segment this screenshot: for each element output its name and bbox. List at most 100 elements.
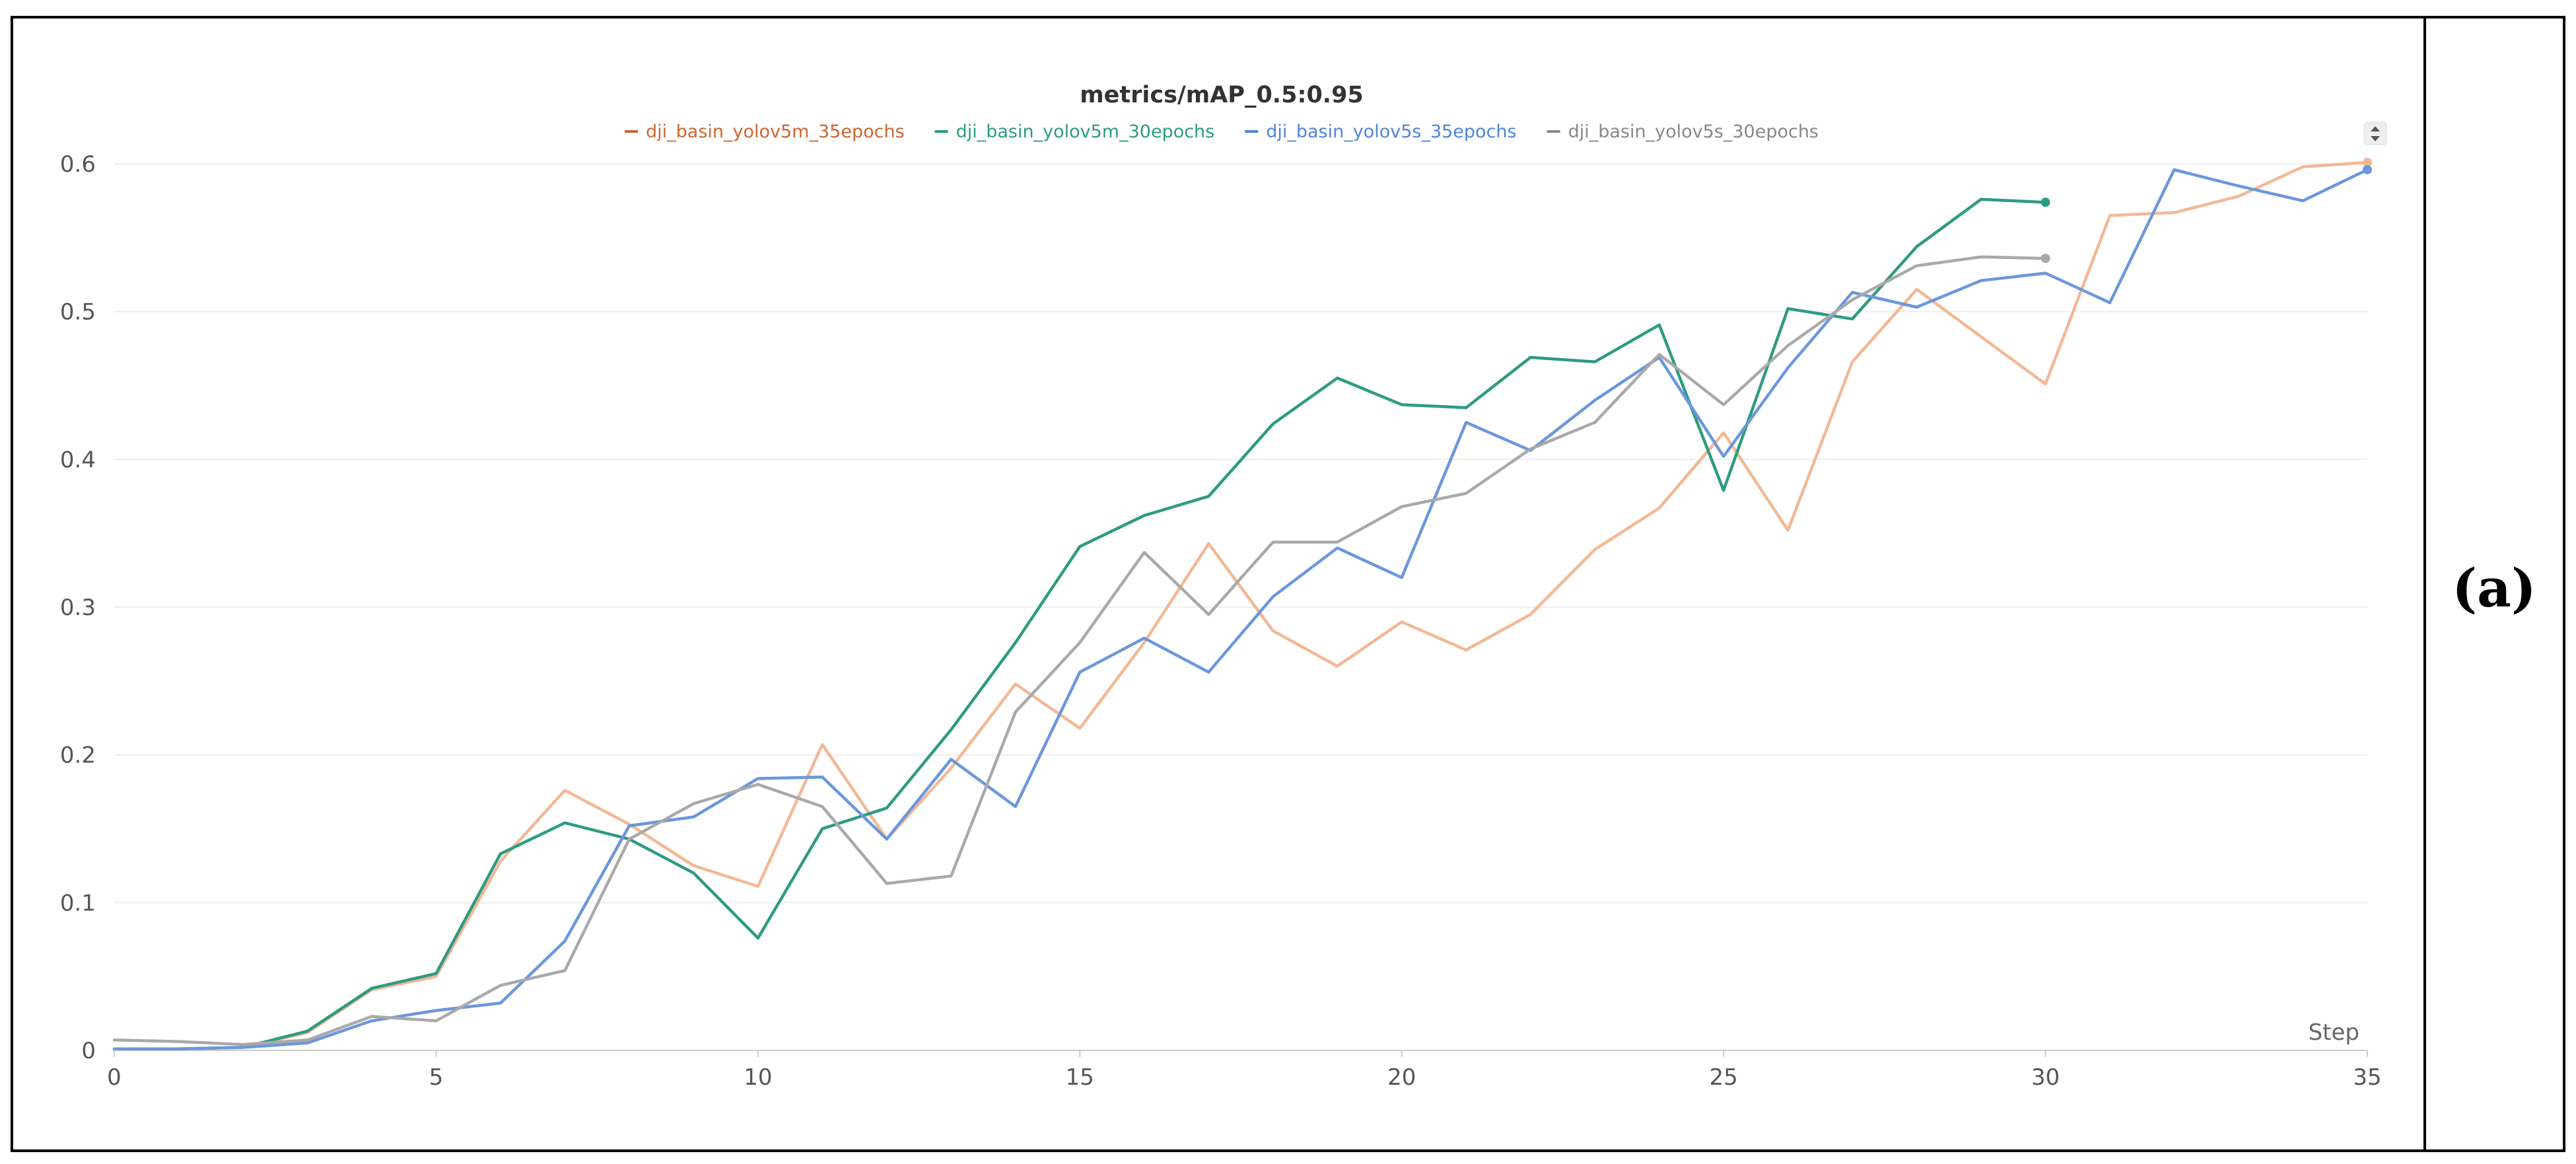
data-point	[1722, 455, 1725, 458]
data-point	[563, 968, 567, 972]
data-point	[1593, 420, 1597, 424]
data-point	[1915, 305, 1919, 309]
data-point	[1014, 682, 1018, 686]
data-point	[1657, 353, 1661, 357]
data-point	[1142, 513, 1146, 517]
data-point	[885, 881, 889, 885]
series-line	[112, 161, 2369, 1051]
y-tick-label: 0.3	[60, 595, 96, 621]
y-tick-label: 0	[81, 1038, 96, 1064]
data-point	[820, 805, 824, 809]
legend-label: dji_basin_yolov5m_30epochs	[956, 122, 1215, 142]
data-point	[1979, 279, 1983, 283]
data-point	[370, 1019, 374, 1023]
data-point	[305, 1029, 309, 1033]
x-axis-ticks: 0 5 10 15 20 25 30 35	[107, 1050, 2382, 1091]
data-point	[1271, 540, 1275, 544]
data-point	[370, 1015, 374, 1019]
data-point	[2363, 164, 2372, 174]
legend: dji_basin_yolov5m_35epochs dji_basin_yolo…	[625, 122, 1819, 142]
x-tick-label: 20	[1387, 1064, 1416, 1091]
data-point	[1335, 664, 1339, 668]
data-point	[1979, 198, 1983, 201]
data-point	[949, 757, 953, 761]
data-point	[1078, 641, 1082, 645]
data-point	[563, 939, 567, 943]
series-3	[112, 164, 2372, 1051]
data-point	[1464, 491, 1468, 495]
data-point	[820, 827, 824, 831]
data-point	[1786, 528, 1790, 532]
data-point	[2173, 168, 2176, 172]
data-point	[1142, 636, 1146, 640]
legend-label: dji_basin_yolov5s_30epochs	[1568, 122, 1819, 142]
legend-item[interactable]: dji_basin_yolov5s_30epochs	[1547, 122, 1819, 142]
data-point	[1979, 335, 1983, 339]
data-point	[2301, 199, 2305, 203]
legend-item[interactable]: dji_basin_yolov5m_30epochs	[934, 122, 1215, 142]
data-point	[2237, 194, 2241, 198]
data-point	[885, 806, 889, 810]
y-tick-label: 0.1	[60, 890, 96, 916]
data-point	[756, 782, 760, 786]
data-point	[2108, 301, 2112, 305]
data-point	[241, 1042, 245, 1046]
x-tick-label: 0	[107, 1064, 122, 1091]
data-point	[1722, 403, 1725, 407]
series-4	[112, 254, 2050, 1046]
data-point	[1786, 307, 1790, 310]
data-point	[1657, 323, 1661, 327]
data-point	[1529, 355, 1533, 359]
data-point	[1593, 360, 1597, 364]
data-point	[1206, 612, 1210, 616]
y-tick-label: 0.5	[60, 299, 96, 326]
data-point	[1850, 360, 1854, 364]
x-tick-label: 30	[2031, 1064, 2060, 1091]
data-point	[756, 776, 760, 780]
y-tick-label: 0.4	[60, 447, 96, 473]
data-point	[2237, 184, 2241, 188]
data-point	[2040, 198, 2050, 207]
data-point	[1915, 264, 1919, 268]
data-point	[949, 874, 953, 878]
legend-scroll-control[interactable]	[2363, 122, 2387, 145]
data-point	[1593, 398, 1597, 402]
data-point	[1400, 505, 1404, 509]
chevron-down-icon	[2371, 136, 2380, 141]
data-point	[820, 775, 824, 779]
series-line	[112, 255, 2047, 1046]
data-point	[1529, 612, 1533, 616]
data-point	[370, 986, 374, 990]
data-point	[1078, 726, 1082, 730]
data-point	[1206, 494, 1210, 498]
data-point	[691, 801, 695, 805]
legend-item[interactable]: dji_basin_yolov5s_35epochs	[1245, 122, 1517, 142]
data-point	[1335, 546, 1339, 550]
data-point	[2044, 272, 2048, 275]
data-point	[1915, 244, 1919, 248]
data-point	[1014, 805, 1018, 809]
data-point	[1464, 420, 1468, 424]
data-point	[1657, 506, 1661, 510]
series-2	[112, 198, 2050, 1051]
data-point	[112, 1047, 116, 1051]
data-point	[1722, 431, 1725, 435]
data-point	[2108, 213, 2112, 217]
legend-item[interactable]: dji_basin_yolov5m_35epochs	[625, 122, 905, 142]
data-point	[1206, 542, 1210, 546]
data-point	[627, 837, 631, 841]
data-point	[949, 728, 953, 732]
data-point	[1335, 540, 1339, 544]
data-point	[434, 1009, 438, 1013]
data-point	[2173, 211, 2176, 215]
x-tick-label: 10	[744, 1064, 772, 1091]
data-point	[1722, 488, 1725, 492]
data-point	[1206, 670, 1210, 674]
chart-title: metrics/mAP_0.5:0.95	[1080, 82, 1364, 108]
data-point	[434, 972, 438, 976]
data-point	[820, 743, 824, 746]
data-point	[1400, 575, 1404, 579]
data-point	[563, 788, 567, 792]
data-point	[112, 1038, 116, 1042]
data-point	[499, 859, 503, 863]
